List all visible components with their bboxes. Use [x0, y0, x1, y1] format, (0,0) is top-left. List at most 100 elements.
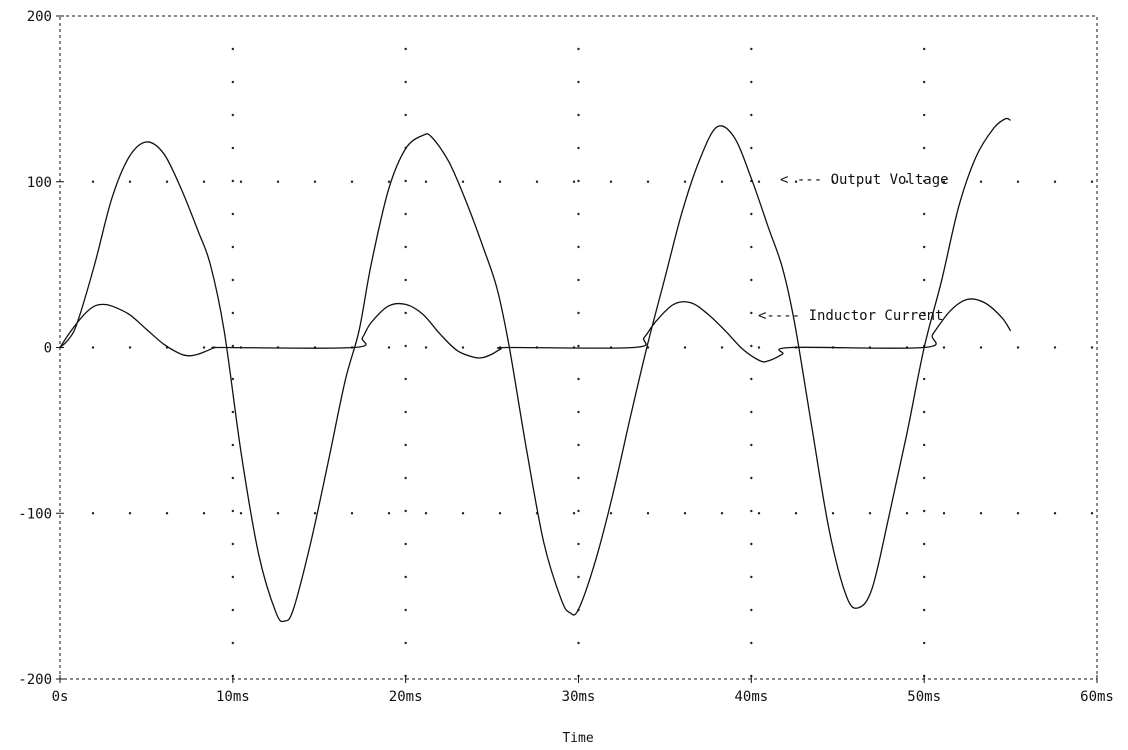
grid-dot	[231, 476, 235, 480]
grid-dot	[239, 512, 243, 515]
grid-dot	[461, 512, 465, 515]
grid-dot	[404, 542, 407, 546]
inductor-current-trace	[59, 298, 1012, 363]
grid-dot	[577, 476, 580, 480]
grid-dot	[577, 542, 580, 546]
grid-dot	[128, 346, 132, 349]
grid-dot	[1090, 346, 1094, 349]
grid-dot	[202, 512, 206, 515]
grid-dot	[922, 476, 926, 480]
grid-dot	[231, 509, 235, 513]
x-tick-label: 50ms	[907, 689, 941, 705]
x-tick-label: 20ms	[389, 689, 423, 705]
grid-dot	[231, 47, 235, 51]
grid-dot	[750, 608, 753, 612]
grid-dot	[231, 212, 235, 216]
grid-dot	[404, 245, 407, 249]
grid-dot	[350, 180, 354, 183]
grid-dot	[750, 212, 753, 216]
grid-dot	[922, 80, 926, 84]
grid-dot	[387, 346, 391, 349]
grid-dot	[979, 346, 983, 349]
grid-dot	[276, 512, 280, 515]
grid-dot	[1053, 512, 1057, 515]
x-tick-label: 60ms	[1080, 689, 1114, 705]
grid-dot	[404, 641, 407, 645]
x-tick-label: 10ms	[216, 689, 250, 705]
grid-dot	[1053, 346, 1057, 349]
grid-dot	[535, 180, 539, 183]
grid-dot	[577, 641, 580, 645]
grid-dot	[577, 113, 580, 117]
x-tick-label: 30ms	[562, 689, 596, 705]
grid-dot	[922, 443, 926, 447]
grid-dot	[202, 180, 206, 183]
grid-dot	[942, 180, 946, 183]
grid-dot	[572, 512, 576, 515]
grid-dot	[922, 47, 926, 51]
grid-dot	[868, 512, 872, 515]
grid-dot	[922, 542, 926, 546]
grid-dot	[239, 180, 243, 183]
grid-dot	[231, 80, 235, 84]
grid-dot	[922, 410, 926, 414]
x-tick-label: 40ms	[734, 689, 768, 705]
grid-dot	[609, 180, 613, 183]
grid-dot	[577, 410, 580, 414]
grid-dot	[165, 180, 169, 183]
grid-dot	[577, 80, 580, 84]
grid-dot	[922, 509, 926, 513]
grid-dot	[922, 278, 926, 282]
grid-dot	[922, 179, 926, 183]
grid-dot	[577, 212, 580, 216]
grid-dot	[750, 542, 753, 546]
grid-dot	[577, 278, 580, 282]
grid-dot	[461, 180, 465, 183]
grid-dot	[750, 509, 753, 513]
grid-dot	[577, 443, 580, 447]
x-axis-title: Time	[562, 731, 593, 746]
grid-dot	[794, 512, 798, 515]
trace-annotations: < --- Output Voltage <---- Inductor Curre…	[758, 172, 949, 324]
y-axis-ticks: 200 100 0 -100 -200	[18, 9, 64, 688]
grid-dot	[577, 245, 580, 249]
grid-dot	[757, 512, 761, 515]
output-voltage-annotation: < --- Output Voltage	[780, 172, 949, 188]
grid-dot	[1016, 346, 1020, 349]
grid-dot	[750, 377, 753, 381]
grid-dot	[577, 509, 580, 513]
grid-dot	[683, 346, 687, 349]
grid-dot	[750, 641, 753, 645]
grid-dot	[922, 608, 926, 612]
grid-dot	[231, 410, 235, 414]
grid-dot	[757, 346, 761, 349]
grid-dot	[577, 575, 580, 579]
grid-dot	[572, 180, 576, 183]
y-tick-label: 200	[27, 9, 52, 25]
grid-dot	[831, 180, 835, 183]
grid-dot	[404, 344, 407, 348]
grid-dot	[498, 180, 502, 183]
grid-dot	[1053, 180, 1057, 183]
grid-dot	[577, 377, 580, 381]
grid-dot	[922, 245, 926, 249]
grid-dot	[942, 346, 946, 349]
grid-dot	[750, 113, 753, 117]
grid-dot	[231, 377, 235, 381]
grid-dot	[165, 512, 169, 515]
grid-dot	[577, 344, 580, 348]
grid-dot	[231, 311, 235, 315]
grid-dot	[91, 512, 95, 515]
grid-dot	[404, 113, 407, 117]
grid-dot	[231, 278, 235, 282]
y-tick-label: 100	[27, 175, 52, 191]
grid-dot	[750, 344, 753, 348]
grid-dot	[276, 180, 280, 183]
grid-dot	[922, 575, 926, 579]
y-tick-label: 0	[44, 341, 52, 357]
grid-dot	[231, 542, 235, 546]
grid-dot	[404, 410, 407, 414]
grid-dot	[231, 179, 235, 183]
grid-dot	[424, 512, 428, 515]
grid-dot	[231, 245, 235, 249]
